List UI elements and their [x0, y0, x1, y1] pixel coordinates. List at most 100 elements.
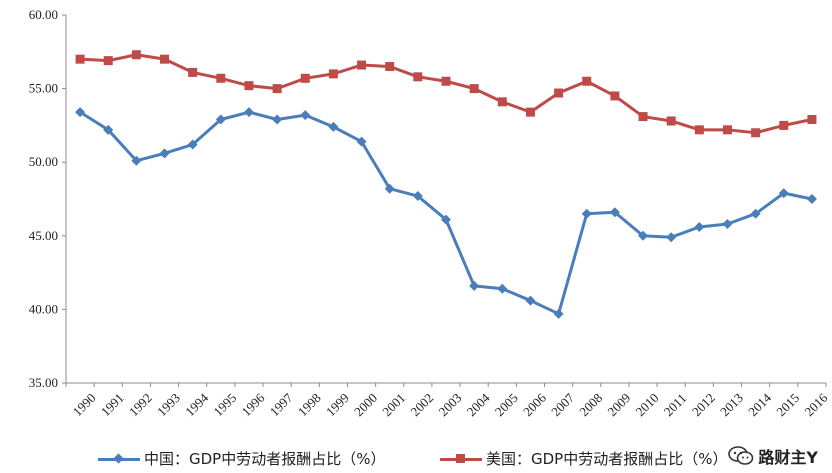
data-point-usa — [779, 120, 789, 130]
data-point-usa — [610, 91, 620, 101]
data-point-usa — [385, 62, 395, 72]
y-axis-ticks: 35.00 40.00 45.00 50.00 55.00 60.00 — [29, 7, 66, 390]
x-tick-label: 2004 — [464, 390, 493, 419]
x-tick-label: 1993 — [154, 390, 183, 419]
data-point-usa — [357, 60, 367, 70]
x-tick-label: 2014 — [745, 390, 774, 419]
wechat-icon — [728, 446, 754, 465]
data-point-china — [666, 232, 677, 243]
data-point-usa — [666, 116, 676, 126]
data-point-usa — [807, 115, 817, 125]
data-point-china — [469, 280, 480, 291]
x-tick-label: 1999 — [323, 390, 352, 419]
legend-item-china: 中国：GDP中劳动者报酬占比（%） — [98, 448, 385, 469]
data-point-usa — [300, 73, 310, 83]
data-point-usa — [244, 81, 254, 91]
x-tick-label: 2001 — [379, 390, 408, 419]
data-point-china — [525, 295, 536, 306]
data-point-china — [553, 308, 564, 319]
series-line-usa — [79, 53, 813, 135]
x-tick-label: 2006 — [520, 390, 549, 419]
series-layer — [75, 50, 817, 319]
x-tick-label: 2012 — [689, 390, 718, 419]
y-tick-label: 35.00 — [29, 375, 58, 390]
data-point-china — [581, 208, 592, 219]
data-point-china — [750, 208, 761, 219]
y-tick-label: 45.00 — [29, 228, 58, 243]
legend-swatch-china — [98, 452, 140, 465]
legend-swatch-usa — [440, 453, 482, 465]
y-tick-label: 60.00 — [29, 7, 58, 22]
data-point-usa — [469, 84, 479, 94]
data-point-china — [356, 136, 367, 147]
legend-item-usa: 美国：GDP中劳动者报酬占比（%） — [440, 448, 727, 469]
data-point-usa — [328, 69, 338, 79]
data-point-usa — [497, 97, 507, 107]
x-tick-label: 2015 — [773, 390, 802, 419]
x-tick-label: 2016 — [801, 390, 830, 419]
y-tick-label: 55.00 — [29, 81, 58, 96]
data-point-usa — [103, 56, 113, 66]
data-point-usa — [188, 67, 198, 77]
data-point-china — [75, 107, 86, 118]
x-tick-label: 2008 — [576, 390, 605, 419]
data-point-china — [328, 121, 339, 132]
data-point-china — [778, 188, 789, 199]
data-point-usa — [272, 84, 282, 94]
data-point-china — [412, 191, 423, 202]
legend: 中国：GDP中劳动者报酬占比（%） 美国：GDP中劳动者报酬占比（%） — [0, 440, 832, 473]
data-point-usa — [722, 125, 732, 135]
x-tick-label: 1998 — [295, 390, 324, 419]
x-tick-label: 2005 — [492, 390, 521, 419]
data-point-usa — [216, 73, 226, 83]
x-tick-label: 1995 — [210, 390, 239, 419]
data-point-china — [159, 148, 170, 159]
x-tick-label: 1990 — [70, 390, 99, 419]
watermark-text: 路财主Y — [758, 448, 818, 467]
data-point-usa — [75, 54, 85, 64]
x-tick-label: 2011 — [661, 390, 690, 419]
data-point-china — [243, 107, 254, 118]
x-tick-label: 1991 — [98, 390, 127, 419]
data-point-usa — [582, 76, 592, 86]
x-tick-label: 1997 — [267, 390, 296, 419]
x-tick-label: 2009 — [604, 390, 633, 419]
data-point-china — [187, 139, 198, 150]
data-point-usa — [525, 107, 535, 117]
y-tick-label: 50.00 — [29, 154, 58, 169]
x-tick-label: 2013 — [717, 390, 746, 419]
data-point-usa — [554, 88, 564, 98]
data-point-china — [722, 219, 733, 230]
x-tick-label: 2002 — [407, 390, 436, 419]
data-point-china — [215, 114, 226, 125]
data-point-china — [609, 207, 620, 218]
x-tick-label: 2007 — [548, 390, 577, 419]
data-point-usa — [638, 112, 648, 122]
y-tick-label: 40.00 — [29, 301, 58, 316]
data-point-usa — [160, 54, 170, 64]
x-tick-label: 1992 — [126, 390, 155, 419]
watermark: 路财主Y — [728, 444, 818, 468]
data-point-china — [806, 194, 817, 204]
x-tick-label: 1996 — [238, 390, 267, 419]
legend-label-usa: 美国：GDP中劳动者报酬占比（%） — [486, 450, 728, 468]
x-tick-label: 1994 — [182, 390, 211, 419]
x-tick-label: 2000 — [351, 390, 380, 419]
data-point-usa — [413, 72, 423, 82]
data-point-china — [103, 124, 114, 135]
data-point-usa — [131, 50, 141, 60]
data-point-china — [384, 183, 395, 194]
x-tick-label: 2010 — [633, 390, 662, 419]
x-axis-ticks: 1990 1991 1992 1993 1994 1995 1996 1997 1998 1999… — [65, 383, 831, 419]
data-point-china — [497, 283, 508, 294]
data-point-usa — [751, 128, 761, 138]
data-point-usa — [694, 125, 704, 135]
data-point-china — [441, 214, 451, 225]
data-point-china — [638, 230, 649, 241]
data-point-china — [300, 110, 311, 121]
data-point-china — [272, 114, 283, 125]
data-point-china — [694, 221, 705, 232]
legend-label-china: 中国：GDP中劳动者报酬占比（%） — [144, 450, 386, 468]
x-tick-label: 2003 — [436, 390, 465, 419]
